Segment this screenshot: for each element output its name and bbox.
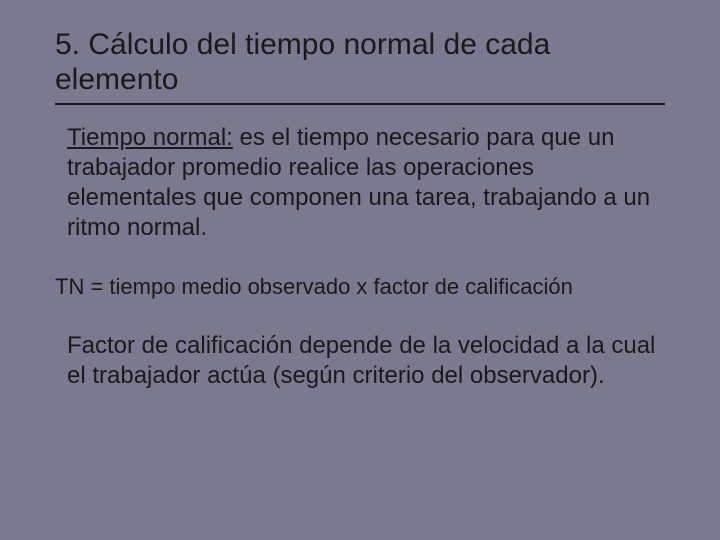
- slide: 5. Cálculo del tiempo normal de cada ele…: [0, 0, 720, 540]
- definition-term: Tiempo normal:: [67, 124, 233, 151]
- definition-paragraph: Tiempo normal: es el tiempo necesario pa…: [55, 123, 665, 243]
- factor-paragraph: Factor de calificación depende de la vel…: [55, 331, 665, 391]
- formula-text: TN = tiempo medio observado x factor de …: [55, 273, 665, 301]
- slide-title: 5. Cálculo del tiempo normal de cada ele…: [55, 28, 665, 105]
